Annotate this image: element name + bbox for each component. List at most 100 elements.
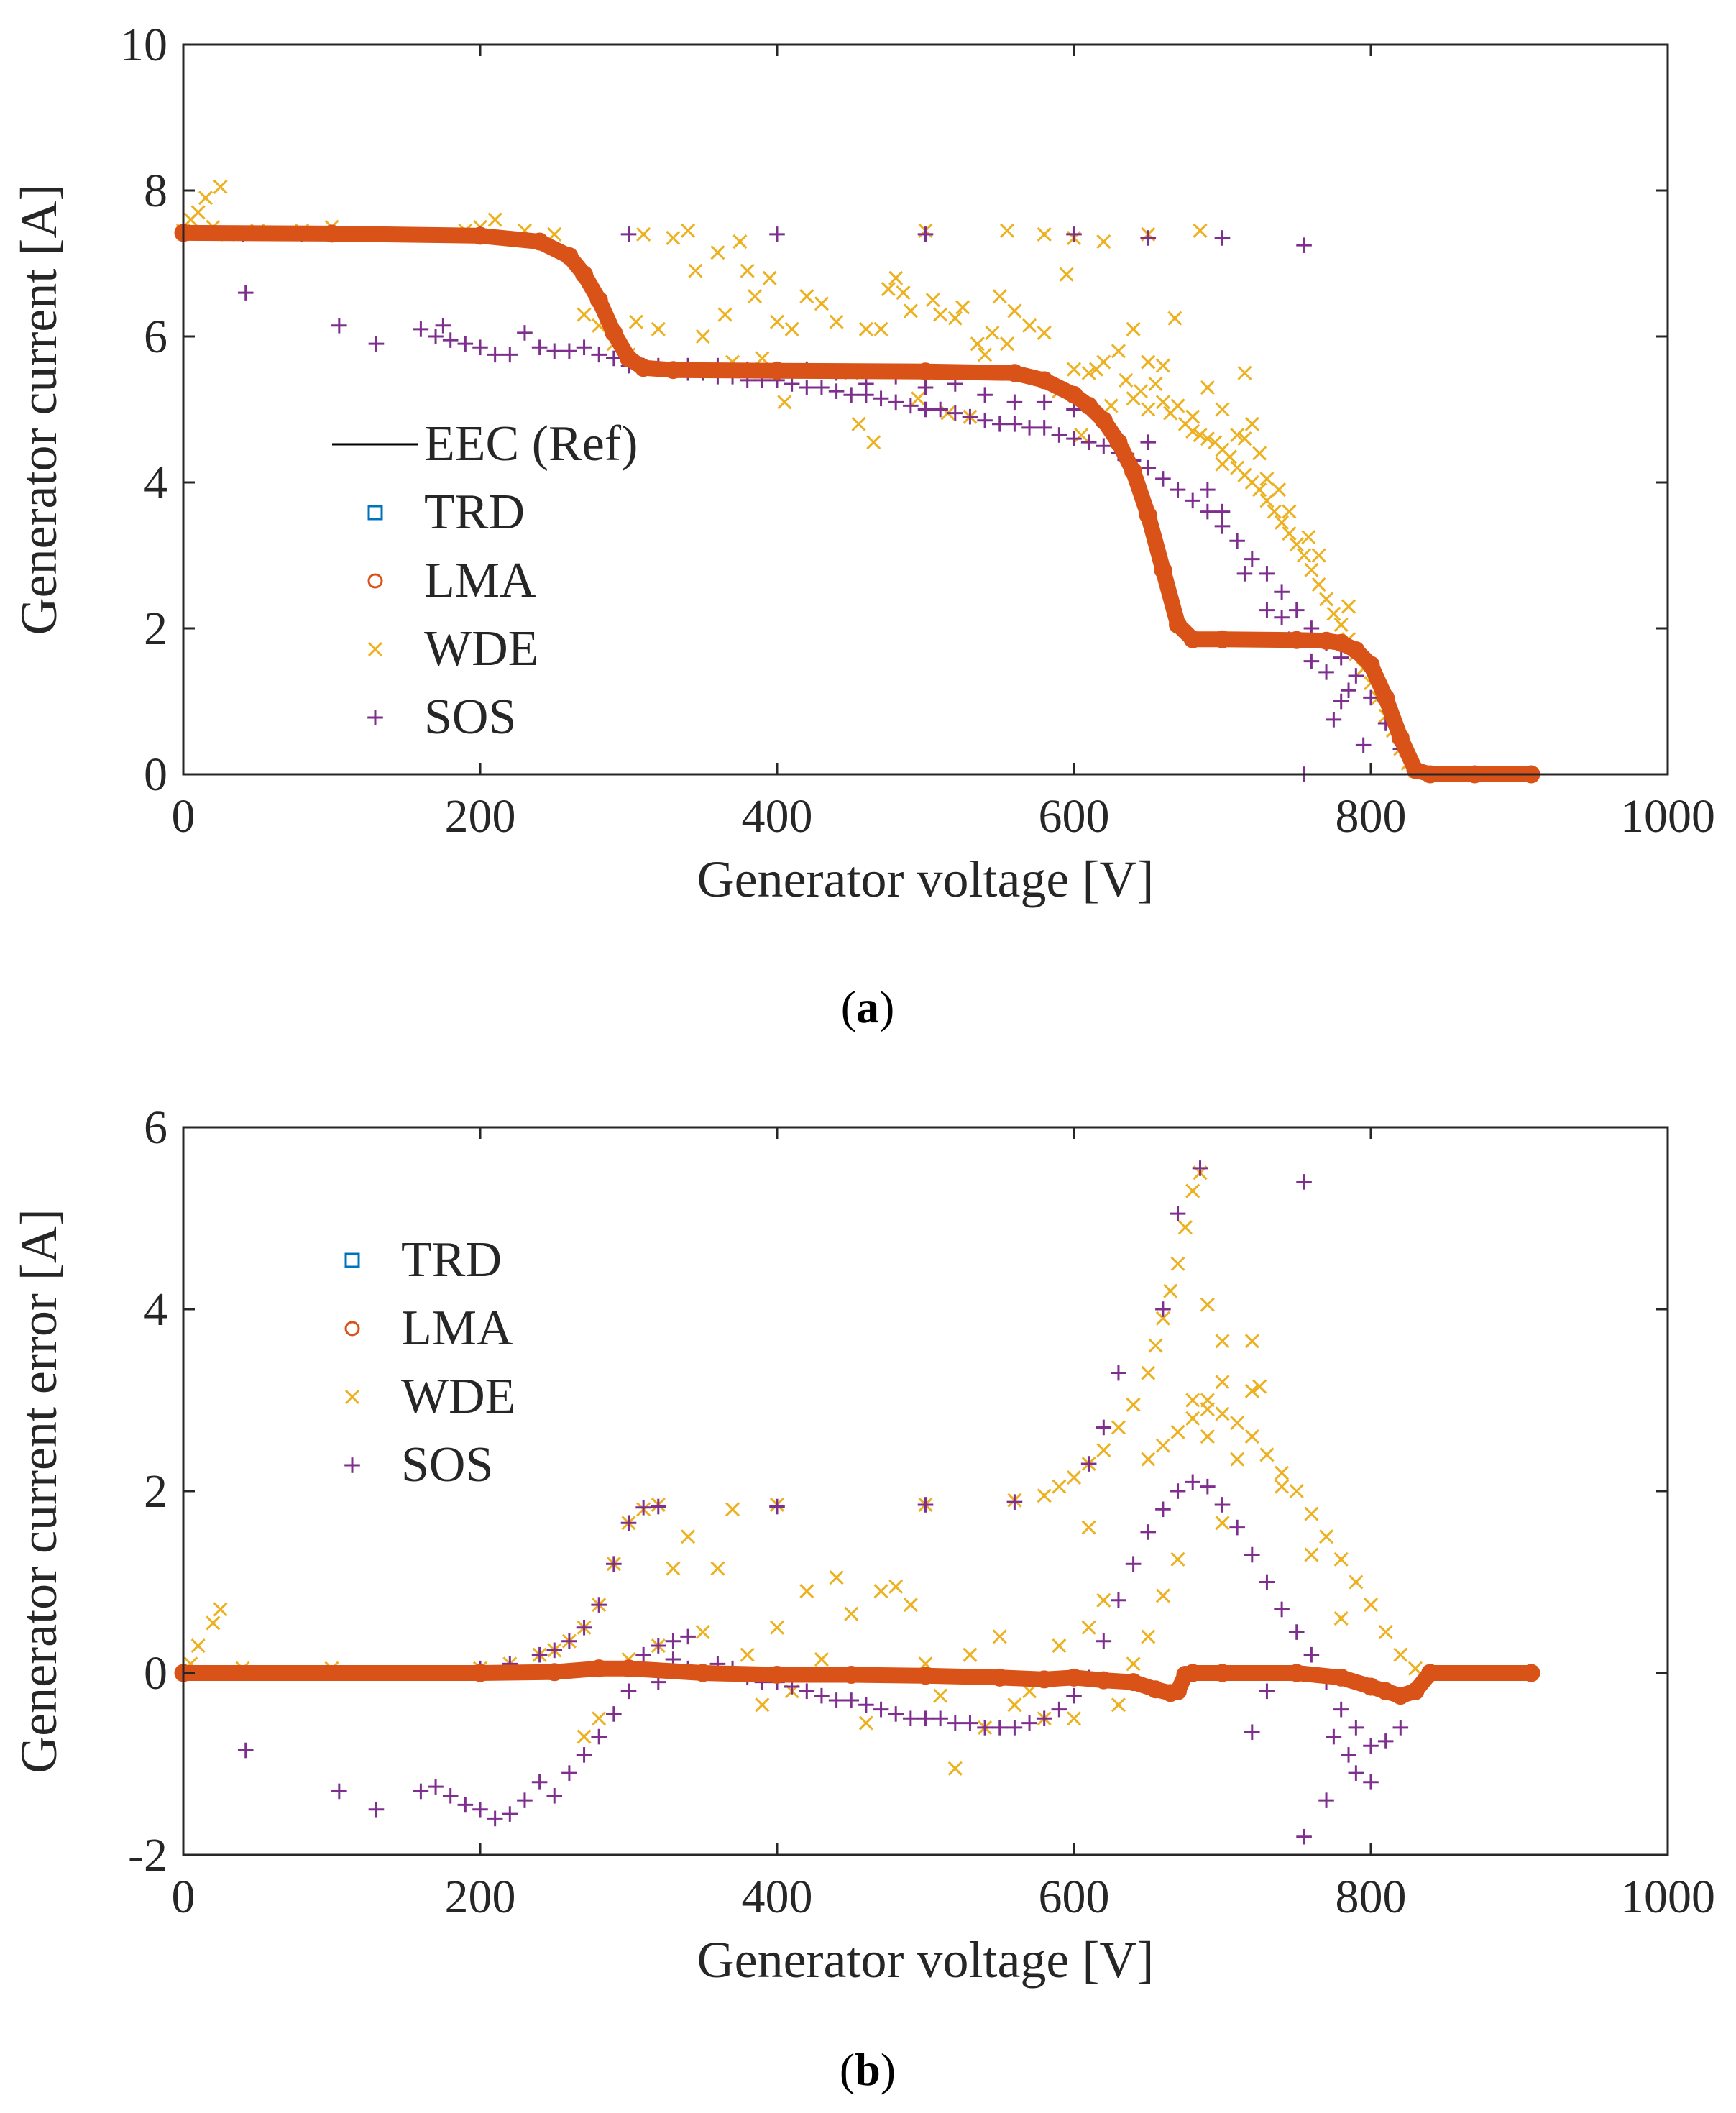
a-lma-curve: [175, 224, 1539, 782]
panel-a-caption: (a): [841, 981, 895, 1032]
b-wde-point-62: [695, 1625, 710, 1640]
b-legend-label-3: SOS: [401, 1437, 493, 1493]
b-wde-point-36: [1155, 1438, 1170, 1453]
b-wde-point-88-stroke-2: [1081, 1620, 1096, 1635]
b-lma-point-6: [768, 1666, 786, 1685]
b-wde-point-25-stroke-2: [1096, 1443, 1111, 1458]
a-wde-point-140: [1096, 234, 1111, 249]
b-lma-point-26: [1421, 1664, 1440, 1682]
b-wde-point-86-stroke-2: [1052, 1638, 1067, 1654]
b-wde-point-95-stroke-2: [1200, 1393, 1215, 1408]
a-sos-point-22: [517, 325, 533, 341]
a-wde-point-25-stroke-2: [688, 263, 703, 278]
b-sos-point-34: [606, 1706, 622, 1722]
a-sos-point-91: [1259, 602, 1275, 618]
b-sos-point-30: [546, 1787, 563, 1804]
b-sos-point-100: [1363, 1774, 1379, 1790]
b-wde-point-47: [1318, 1529, 1334, 1544]
b-wde-point-63: [710, 1561, 725, 1576]
a-wde-point-70-stroke-2: [1081, 365, 1096, 380]
a-lma-point-24: [1213, 630, 1231, 648]
b-sos-point-94: [1155, 1301, 1171, 1317]
a-wde-point-130: [1311, 548, 1326, 563]
a-wde-point-122-stroke-2: [1185, 409, 1200, 424]
b-wde-point-27-stroke-2: [1126, 1397, 1141, 1412]
b-wde-point-99-stroke-2: [1275, 1479, 1290, 1494]
a-sos-point-58: [1051, 427, 1067, 443]
b-sos-point-108: [1259, 1683, 1275, 1700]
a-legend-marker-lma: [367, 573, 383, 589]
a-lma-point-25: [1287, 631, 1306, 649]
b-wde-point-102: [1215, 1516, 1230, 1531]
a-sos-point-72: [1259, 566, 1275, 582]
a-wde-point-131-stroke-2: [1341, 599, 1356, 614]
a-lma-point-14: [1035, 371, 1054, 390]
a-wde-point-53-stroke-2: [933, 307, 948, 322]
b-wde-point-71-stroke-2: [829, 1570, 844, 1585]
b-wde-point-49: [1349, 1575, 1364, 1590]
a-wde-point-24-stroke-2: [681, 223, 696, 238]
a-sos-point-107: [917, 380, 934, 395]
a-lma-point-15: [1065, 385, 1083, 404]
b-wde-point-50: [1363, 1598, 1379, 1613]
a-wde-point-49: [903, 303, 918, 318]
a-wde-point-93-stroke-2: [1252, 482, 1267, 498]
a-wde-point-99: [1297, 548, 1312, 563]
b-sos-point-7: [546, 1642, 563, 1659]
a-wde-point-98-stroke-2: [1289, 537, 1304, 552]
b-sos-point-25: [472, 1801, 488, 1818]
b-wde-point-96: [1215, 1375, 1230, 1390]
b-sos-point-85: [1363, 1738, 1379, 1754]
b-wde-point-33-stroke-2: [1177, 1220, 1193, 1235]
a-wde-point-129: [1301, 530, 1316, 545]
b-sos-point-101: [1326, 1728, 1342, 1745]
panel-b-x-axis-title: Generator voltage [V]: [697, 1931, 1154, 1989]
b-wde-point-26-stroke-2: [1111, 1420, 1126, 1435]
a-wde-point-79: [1148, 376, 1163, 392]
a-wde-point-20: [628, 314, 643, 329]
b-lma-point-2: [545, 1663, 564, 1682]
b-wde-point-40-stroke-2: [1215, 1406, 1230, 1421]
a-wde-point-48-stroke-2: [896, 285, 911, 301]
a-wde-point-123-stroke-2: [1200, 380, 1215, 395]
a-wde-point-75-stroke-2: [1119, 372, 1134, 388]
b-wde-point-41: [1230, 1416, 1245, 1431]
b-wde-point-105: [1215, 1334, 1230, 1349]
a-wde-point-84: [1185, 423, 1200, 439]
b-wde-point-94-stroke-2: [1170, 1551, 1185, 1567]
a-wde-point-3-stroke-2: [198, 191, 213, 206]
b-sos-point-11: [606, 1556, 622, 1572]
a-sos-point-19: [472, 339, 488, 356]
a-sos-point-78: [1348, 668, 1364, 684]
panel-b-y-axis-title: Generator current error [A]: [10, 1209, 68, 1774]
a-sos-point-50: [932, 401, 948, 418]
b-wde-point-79: [947, 1761, 963, 1776]
a-wde-point-85: [1193, 427, 1208, 443]
a-wde-point-96-stroke-2: [1275, 515, 1290, 530]
b-wde-point-91: [1126, 1656, 1141, 1672]
b-wde-point-37-stroke-2: [1170, 1424, 1185, 1439]
a-wde-point-82-stroke-2: [1170, 398, 1185, 413]
a-wde-point-79-stroke-2: [1148, 376, 1163, 392]
b-wde-point-82: [992, 1629, 1007, 1644]
b-wde-point-52-stroke-2: [1393, 1647, 1408, 1662]
b-wde-point-101: [1333, 1611, 1349, 1626]
b-lma-point-20: [1287, 1664, 1306, 1682]
b-sos-point-21: [413, 1783, 429, 1800]
b-wde-point-67-stroke-2: [769, 1620, 785, 1635]
b-wde-point-104-stroke-2: [1200, 1297, 1215, 1312]
b-wde-point-92-stroke-2: [1141, 1629, 1156, 1644]
b-sos-point-18: [237, 1742, 254, 1759]
a-wde-point-63-stroke-2: [1007, 303, 1022, 318]
panel-b-marks: [174, 1160, 1540, 1845]
b-wde-point-63-stroke-2: [710, 1561, 725, 1576]
b-wde-point-73-stroke-2: [858, 1715, 873, 1731]
a-wde-point-68: [1066, 362, 1082, 377]
a-sos-point-12: [331, 317, 347, 334]
b-wde-point-95: [1200, 1393, 1215, 1408]
a-wde-point-31-stroke-2: [740, 263, 755, 278]
a-x-tick-label-1: 200: [445, 790, 516, 843]
a-wde-point-86-stroke-2: [1200, 431, 1215, 446]
b-sos-point-72: [1170, 1483, 1186, 1499]
